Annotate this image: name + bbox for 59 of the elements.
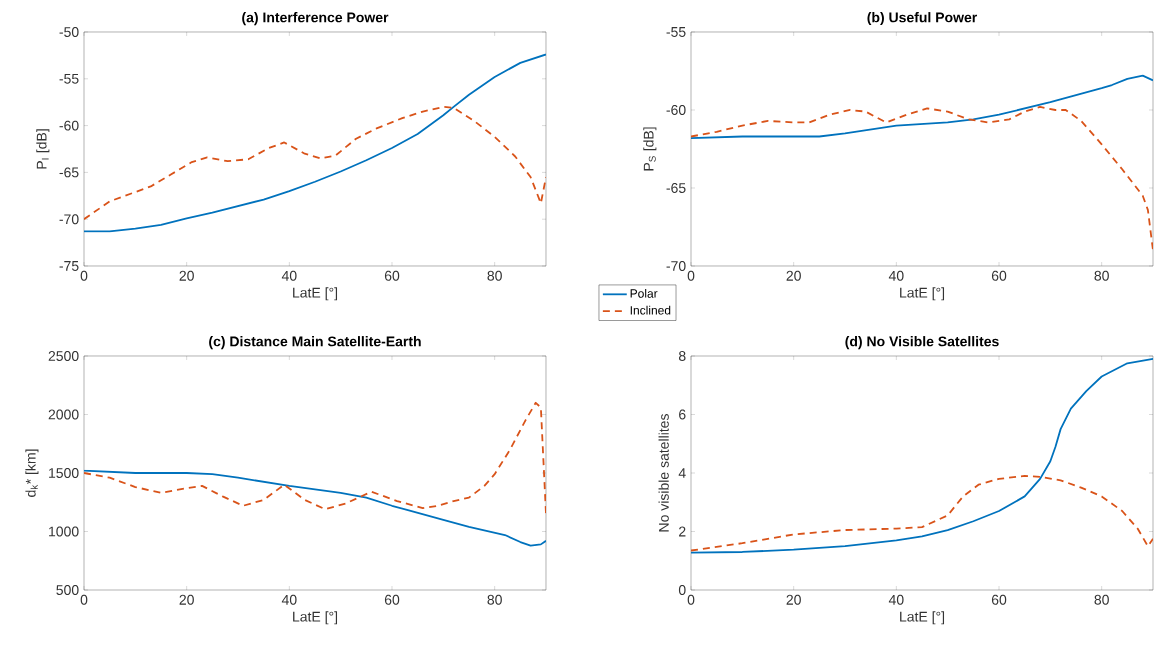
x-tick-label: 20 [179, 594, 194, 605]
x-tick-label: 40 [281, 270, 297, 281]
y-tick-label: 2000 [48, 409, 79, 420]
y-tick-label: -55 [59, 73, 79, 84]
y-tick-label: -55 [666, 27, 686, 37]
x-tick-label: 80 [487, 594, 502, 605]
x-tick-label: 60 [384, 270, 400, 281]
x-tick-label: 0 [80, 270, 88, 281]
y-tick-label: 1000 [49, 526, 79, 537]
y-tick-label: 6 [679, 409, 686, 420]
line-series [84, 105, 546, 221]
y-tick-label: -60 [666, 105, 686, 115]
x-axis-title: LatE [°] [293, 611, 338, 625]
y-tick-label: 4 [678, 468, 686, 478]
x-tick-label: 80 [487, 270, 502, 281]
x-tick-label: 60 [384, 594, 400, 605]
chart-title: (b) Useful Power [867, 12, 978, 26]
y-tick-label: -50 [59, 27, 79, 37]
x-tick-label: 60 [991, 270, 1007, 281]
legend-label: Inclined [630, 305, 671, 315]
y-tick-label: 0 [678, 585, 686, 595]
y-axis-title: d$_{k}$* [km] [25, 449, 39, 497]
x-axis-title: LatE [°] [900, 287, 945, 301]
line-series [84, 469, 546, 547]
line-series [691, 358, 1153, 554]
y-axis-title: P$_{S}$ [dB] [643, 127, 657, 171]
y-axis-title: No visible satellites [658, 414, 669, 532]
y-tick-label: -60 [59, 120, 79, 131]
x-tick-label: 80 [1094, 594, 1109, 605]
x-tick-label: 60 [991, 594, 1007, 605]
y-tick-label: -70 [666, 261, 686, 271]
y-tick-label: 2 [679, 526, 686, 537]
y-tick-label: 8 [678, 351, 686, 361]
x-axis-title: LatE [°] [900, 611, 945, 625]
y-tick-label: -75 [59, 261, 79, 271]
x-tick-label: 20 [786, 270, 801, 281]
line-series [691, 105, 1153, 252]
x-tick-label: 40 [888, 270, 904, 281]
x-tick-label: 80 [1094, 270, 1109, 281]
y-tick-label: -65 [59, 167, 79, 178]
x-tick-label: 40 [888, 594, 904, 605]
line-series [691, 475, 1153, 552]
y-tick-label: 1500 [49, 468, 79, 478]
y-tick-label: -70 [59, 214, 79, 225]
x-tick-label: 0 [80, 594, 88, 605]
chart-title: (a) Interference Power [242, 12, 389, 26]
x-tick-label: 40 [281, 594, 297, 605]
legend-label: Polar [630, 288, 658, 298]
x-tick-label: 0 [687, 594, 695, 605]
chart-title: (d) No Visible Satellites [845, 336, 999, 350]
y-tick-label: -65 [666, 183, 686, 193]
x-tick-label: 20 [179, 270, 194, 281]
y-axis-title: P$_{I}$ [dB] [36, 129, 50, 169]
x-tick-label: 0 [687, 270, 695, 281]
chart-title: (c) Distance Main Satellite-Earth [209, 336, 421, 350]
y-tick-label: 2500 [48, 351, 79, 361]
y-tick-label: 500 [56, 585, 79, 595]
x-axis-title: LatE [°] [293, 287, 338, 301]
x-tick-label: 20 [786, 594, 801, 605]
